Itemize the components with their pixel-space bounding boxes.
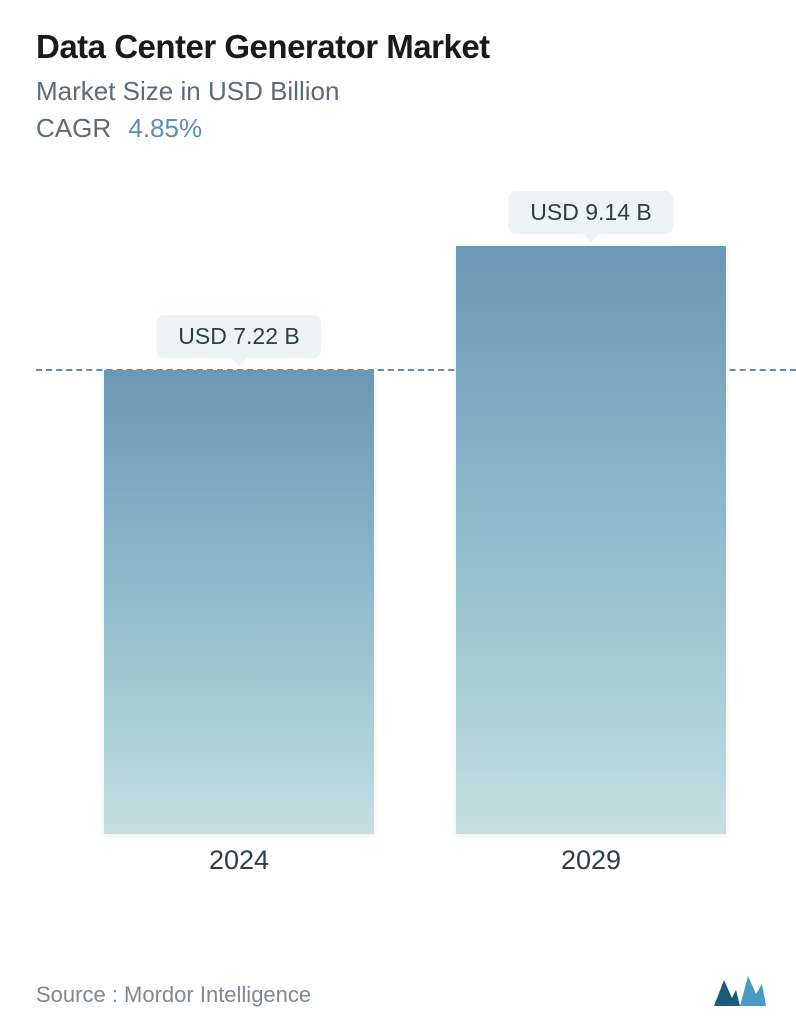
value-pill-2029: USD 9.14 B xyxy=(508,191,673,234)
year-label-2029: 2029 xyxy=(561,845,621,876)
bar-fill-2029 xyxy=(456,246,726,834)
bar-2024: USD 7.22 B 2024 xyxy=(104,370,374,834)
brand-logo-icon xyxy=(712,970,768,1008)
value-pill-2024: USD 7.22 B xyxy=(156,315,321,358)
chart-title: Data Center Generator Market xyxy=(36,28,760,66)
bar-2029: USD 9.14 B 2029 xyxy=(456,246,726,834)
bar-fill-2024 xyxy=(104,370,374,834)
year-label-2024: 2024 xyxy=(209,845,269,876)
cagr-value: 4.85% xyxy=(128,113,202,143)
chart-area: USD 7.22 B 2024 USD 9.14 B 2029 xyxy=(36,192,760,872)
cagr-label: CAGR xyxy=(36,113,111,143)
source-text: Source : Mordor Intelligence xyxy=(36,982,311,1008)
chart-subtitle: Market Size in USD Billion xyxy=(36,76,760,107)
footer: Source : Mordor Intelligence xyxy=(36,970,768,1008)
cagr-row: CAGR 4.85% xyxy=(36,113,760,144)
